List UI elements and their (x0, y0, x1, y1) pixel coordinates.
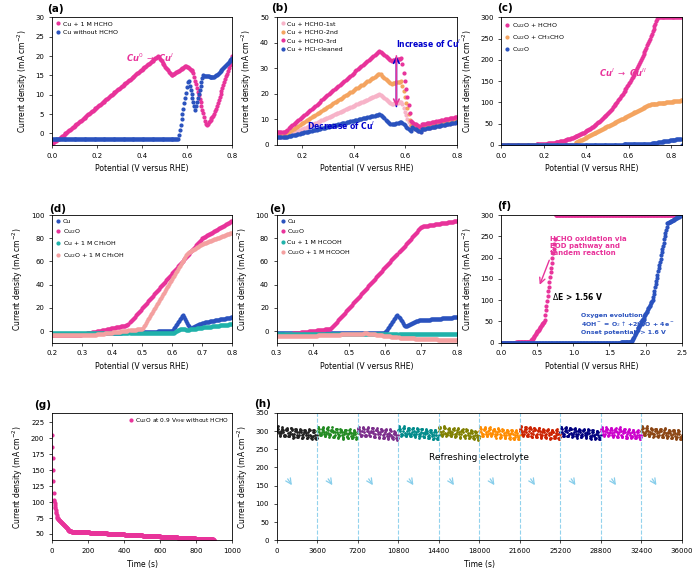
Text: (e): (e) (269, 203, 286, 214)
Y-axis label: Current density (mA cm$^{-2}$): Current density (mA cm$^{-2}$) (240, 29, 255, 133)
Text: (b): (b) (271, 3, 289, 13)
Legend: Cu, Cu$_2$O, Cu + 1 M CH$_3$OH, Cu$_2$O + 1 M CH$_3$OH: Cu, Cu$_2$O, Cu + 1 M CH$_3$OH, Cu$_2$O … (55, 218, 125, 261)
Legend: Cu$_2$O at 0.9 V$_{RHE}$ without HCHO: Cu$_2$O at 0.9 V$_{RHE}$ without HCHO (128, 416, 229, 426)
Y-axis label: Current density (mA cm$^{-2}$): Current density (mA cm$^{-2}$) (460, 29, 475, 133)
Text: Decrease of Cu$^I$: Decrease of Cu$^I$ (307, 119, 376, 132)
Y-axis label: Current density (mA cm$^{-2}$): Current density (mA cm$^{-2}$) (11, 425, 25, 529)
Y-axis label: Current density (mA cm$^{-2}$): Current density (mA cm$^{-2}$) (11, 227, 25, 331)
Y-axis label: Current density (mA cm$^{-2}$): Current density (mA cm$^{-2}$) (235, 227, 250, 331)
Text: Cu$^I$ $\rightarrow$ Cu$^{II}$: Cu$^I$ $\rightarrow$ Cu$^{II}$ (599, 67, 646, 79)
X-axis label: Potential (V versus RHE): Potential (V versus RHE) (95, 362, 189, 371)
X-axis label: Potential (V versus RHE): Potential (V versus RHE) (545, 164, 638, 173)
Legend: Cu + HCHO-1st, Cu + HCHO-2nd, Cu + HCHO-3rd, Cu + HCl-cleaned: Cu + HCHO-1st, Cu + HCHO-2nd, Cu + HCHO-… (280, 20, 343, 53)
X-axis label: Potential (V versus RHE): Potential (V versus RHE) (95, 164, 189, 173)
Legend: Cu + 1 M HCHO, Cu without HCHO: Cu + 1 M HCHO, Cu without HCHO (55, 20, 118, 35)
X-axis label: Potential (V versus RHE): Potential (V versus RHE) (320, 164, 414, 173)
Y-axis label: Current density (mA cm$^{-2}$): Current density (mA cm$^{-2}$) (460, 227, 475, 331)
Text: (d): (d) (49, 203, 66, 214)
Text: Cu$^0$ $\rightarrow$ Cu$^I$: Cu$^0$ $\rightarrow$ Cu$^I$ (127, 52, 174, 64)
Text: Refreshing electrolyte: Refreshing electrolyte (429, 453, 529, 462)
Text: HCHO oxidation via
EOD pathway and
tandem reaction: HCHO oxidation via EOD pathway and tande… (550, 236, 627, 256)
X-axis label: Time (s): Time (s) (464, 560, 495, 569)
Text: (c): (c) (497, 3, 513, 13)
Text: (h): (h) (254, 399, 271, 410)
Text: $\Delta$E > 1.56 V: $\Delta$E > 1.56 V (552, 291, 603, 302)
Text: (a): (a) (47, 3, 64, 13)
Text: (f): (f) (498, 200, 511, 211)
Y-axis label: Current density (mA cm$^{-2}$): Current density (mA cm$^{-2}$) (15, 29, 30, 133)
Text: Increase of Cu$^I$: Increase of Cu$^I$ (397, 38, 462, 50)
X-axis label: Time (s): Time (s) (127, 560, 158, 569)
Text: Oxygen evolution:
4OH$^-$ = O$_2\uparrow$+2H$_2$O + 4e$^-$
Onset potential: > 1.: Oxygen evolution: 4OH$^-$ = O$_2\uparrow… (581, 313, 674, 335)
X-axis label: Potential (V versus RHE): Potential (V versus RHE) (545, 362, 638, 371)
Text: (g): (g) (34, 400, 51, 410)
X-axis label: Potential (V versus RHE): Potential (V versus RHE) (320, 362, 414, 371)
Y-axis label: Current density (mA cm$^{-2}$): Current density (mA cm$^{-2}$) (235, 425, 250, 529)
Legend: Cu, Cu$_2$O, Cu + 1 M HCOOH, Cu$_2$O + 1 M HCOOH: Cu, Cu$_2$O, Cu + 1 M HCOOH, Cu$_2$O + 1… (280, 218, 352, 257)
Legend: Cu$_2$O + HCHO, Cu$_2$O + CH$_3$CHO, Cu$_2$O: Cu$_2$O + HCHO, Cu$_2$O + CH$_3$CHO, Cu$… (504, 20, 565, 55)
